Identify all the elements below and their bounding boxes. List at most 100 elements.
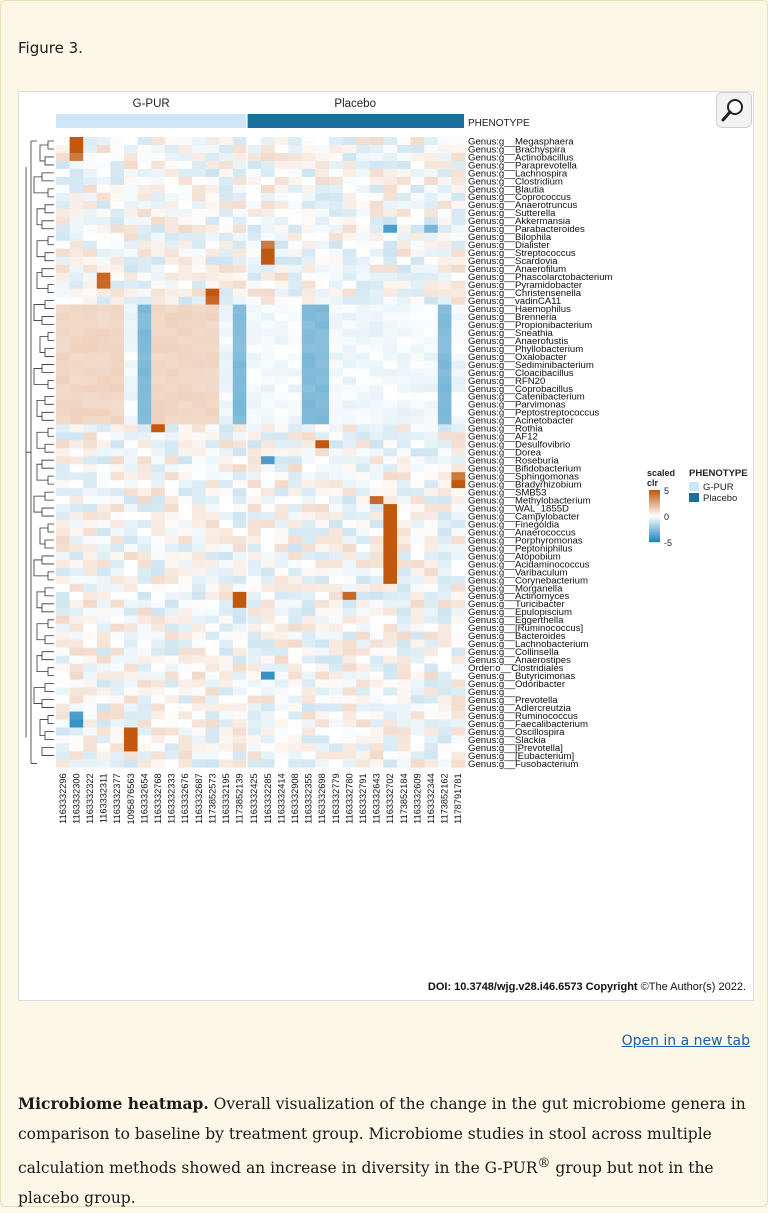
heatmap-cell xyxy=(205,240,220,250)
heatmap-cell xyxy=(288,623,303,633)
heatmap-cell xyxy=(137,751,152,760)
heatmap-cell xyxy=(151,424,166,433)
heatmap-cell xyxy=(383,168,398,178)
heatmap-cell xyxy=(342,607,357,617)
heatmap-cell xyxy=(151,631,166,641)
heatmap-cell xyxy=(96,512,111,521)
heatmap-cell xyxy=(247,232,262,242)
heatmap-cell xyxy=(83,663,98,672)
heatmap-cell xyxy=(356,320,371,329)
heatmap-cell xyxy=(247,368,262,377)
heatmap-cell xyxy=(356,152,371,162)
heatmap-cell xyxy=(96,440,111,449)
heatmap-cell xyxy=(110,655,125,664)
heatmap-cell xyxy=(342,192,357,202)
heatmap-cell xyxy=(356,496,371,505)
heatmap-cell xyxy=(329,408,343,417)
heatmap-cell xyxy=(288,376,303,385)
dendrogram-branch xyxy=(41,651,54,661)
heatmap-cell xyxy=(261,216,275,226)
heatmap-cell xyxy=(219,480,234,489)
heatmap-cell xyxy=(69,711,84,720)
heatmap-cell xyxy=(397,312,411,321)
heatmap-cell xyxy=(274,607,289,617)
heatmap-cell xyxy=(315,280,330,289)
heatmap-cell xyxy=(369,208,384,218)
heatmap-cell xyxy=(247,296,262,305)
heatmap-cell xyxy=(329,703,343,712)
heatmap-cell xyxy=(124,176,138,186)
heatmap-cell xyxy=(356,232,371,242)
heatmap-cell xyxy=(410,288,425,297)
heatmap-cell xyxy=(178,567,193,577)
heatmap-cell xyxy=(315,472,330,481)
heatmap-cell xyxy=(274,583,289,593)
heatmap-cell xyxy=(96,639,111,649)
open-in-new-tab-link[interactable]: Open in a new tab xyxy=(621,1033,750,1049)
heatmap-cell xyxy=(137,200,152,210)
heatmap-cell xyxy=(137,248,152,257)
heatmap-cell xyxy=(83,623,98,633)
row-label: Genus:g__vadinCA11 xyxy=(468,296,561,307)
heatmap-cell xyxy=(329,727,343,736)
heatmap-cell xyxy=(232,288,247,297)
heatmap-cell xyxy=(383,727,398,736)
heatmap-cell xyxy=(178,304,193,313)
heatmap-cell xyxy=(178,336,193,345)
heatmap-cell xyxy=(397,536,411,545)
heatmap-cell xyxy=(83,719,98,728)
heatmap-cell xyxy=(451,280,466,289)
heatmap-cell xyxy=(247,152,262,162)
heatmap-cell xyxy=(451,759,466,768)
heatmap-cell xyxy=(219,432,234,441)
heatmap-cell xyxy=(124,679,138,688)
heatmap-cell xyxy=(342,368,357,377)
heatmap-cell xyxy=(410,216,425,226)
heatmap-cell xyxy=(383,751,398,760)
heatmap-cell xyxy=(369,160,384,170)
heatmap-cell xyxy=(315,336,330,345)
heatmap-cell xyxy=(137,551,152,561)
heatmap-cell xyxy=(424,504,439,513)
heatmap-cell xyxy=(301,144,316,154)
heatmap-cell xyxy=(397,607,411,617)
heatmap-cell xyxy=(69,695,84,704)
heatmap-cell xyxy=(219,256,234,265)
heatmap-cell xyxy=(424,184,439,194)
dendrogram-branch xyxy=(41,411,54,421)
heatmap-cell xyxy=(451,695,466,704)
heatmap-cell xyxy=(164,137,179,146)
heatmap-cell xyxy=(315,264,330,273)
heatmap-cell xyxy=(424,152,439,162)
legend-gradient-step xyxy=(649,521,660,523)
heatmap-cell xyxy=(437,400,452,409)
heatmap-cell xyxy=(219,703,234,712)
heatmap-cell xyxy=(124,559,138,569)
heatmap-cell xyxy=(383,520,398,529)
heatmap-cell xyxy=(356,448,371,457)
heatmap-cell xyxy=(369,663,384,672)
heatmap-cell xyxy=(69,520,84,529)
heatmap-cell xyxy=(342,296,357,305)
heatmap-cell xyxy=(451,216,466,226)
heatmap-cell xyxy=(56,607,70,617)
heatmap-cell xyxy=(178,408,193,417)
heatmap-cell xyxy=(383,392,398,401)
zoom-button[interactable] xyxy=(716,92,752,128)
heatmap-cell xyxy=(274,512,289,521)
heatmap-cell xyxy=(288,743,303,752)
heatmap-cell xyxy=(124,536,138,545)
heatmap-cell xyxy=(261,727,275,736)
heatmap-cell xyxy=(69,408,84,417)
heatmap-cell xyxy=(301,280,316,289)
heatmap-cell xyxy=(56,695,70,704)
heatmap-cell xyxy=(288,184,303,194)
column-label: 1163332425 xyxy=(249,773,259,823)
heatmap-cell xyxy=(247,679,262,688)
heatmap-cell xyxy=(274,631,289,641)
heatmap-cell xyxy=(178,384,193,393)
heatmap-cell xyxy=(69,144,84,154)
heatmap-cell xyxy=(219,663,234,672)
heatmap-cell xyxy=(383,615,398,625)
heatmap-cell xyxy=(451,551,466,561)
